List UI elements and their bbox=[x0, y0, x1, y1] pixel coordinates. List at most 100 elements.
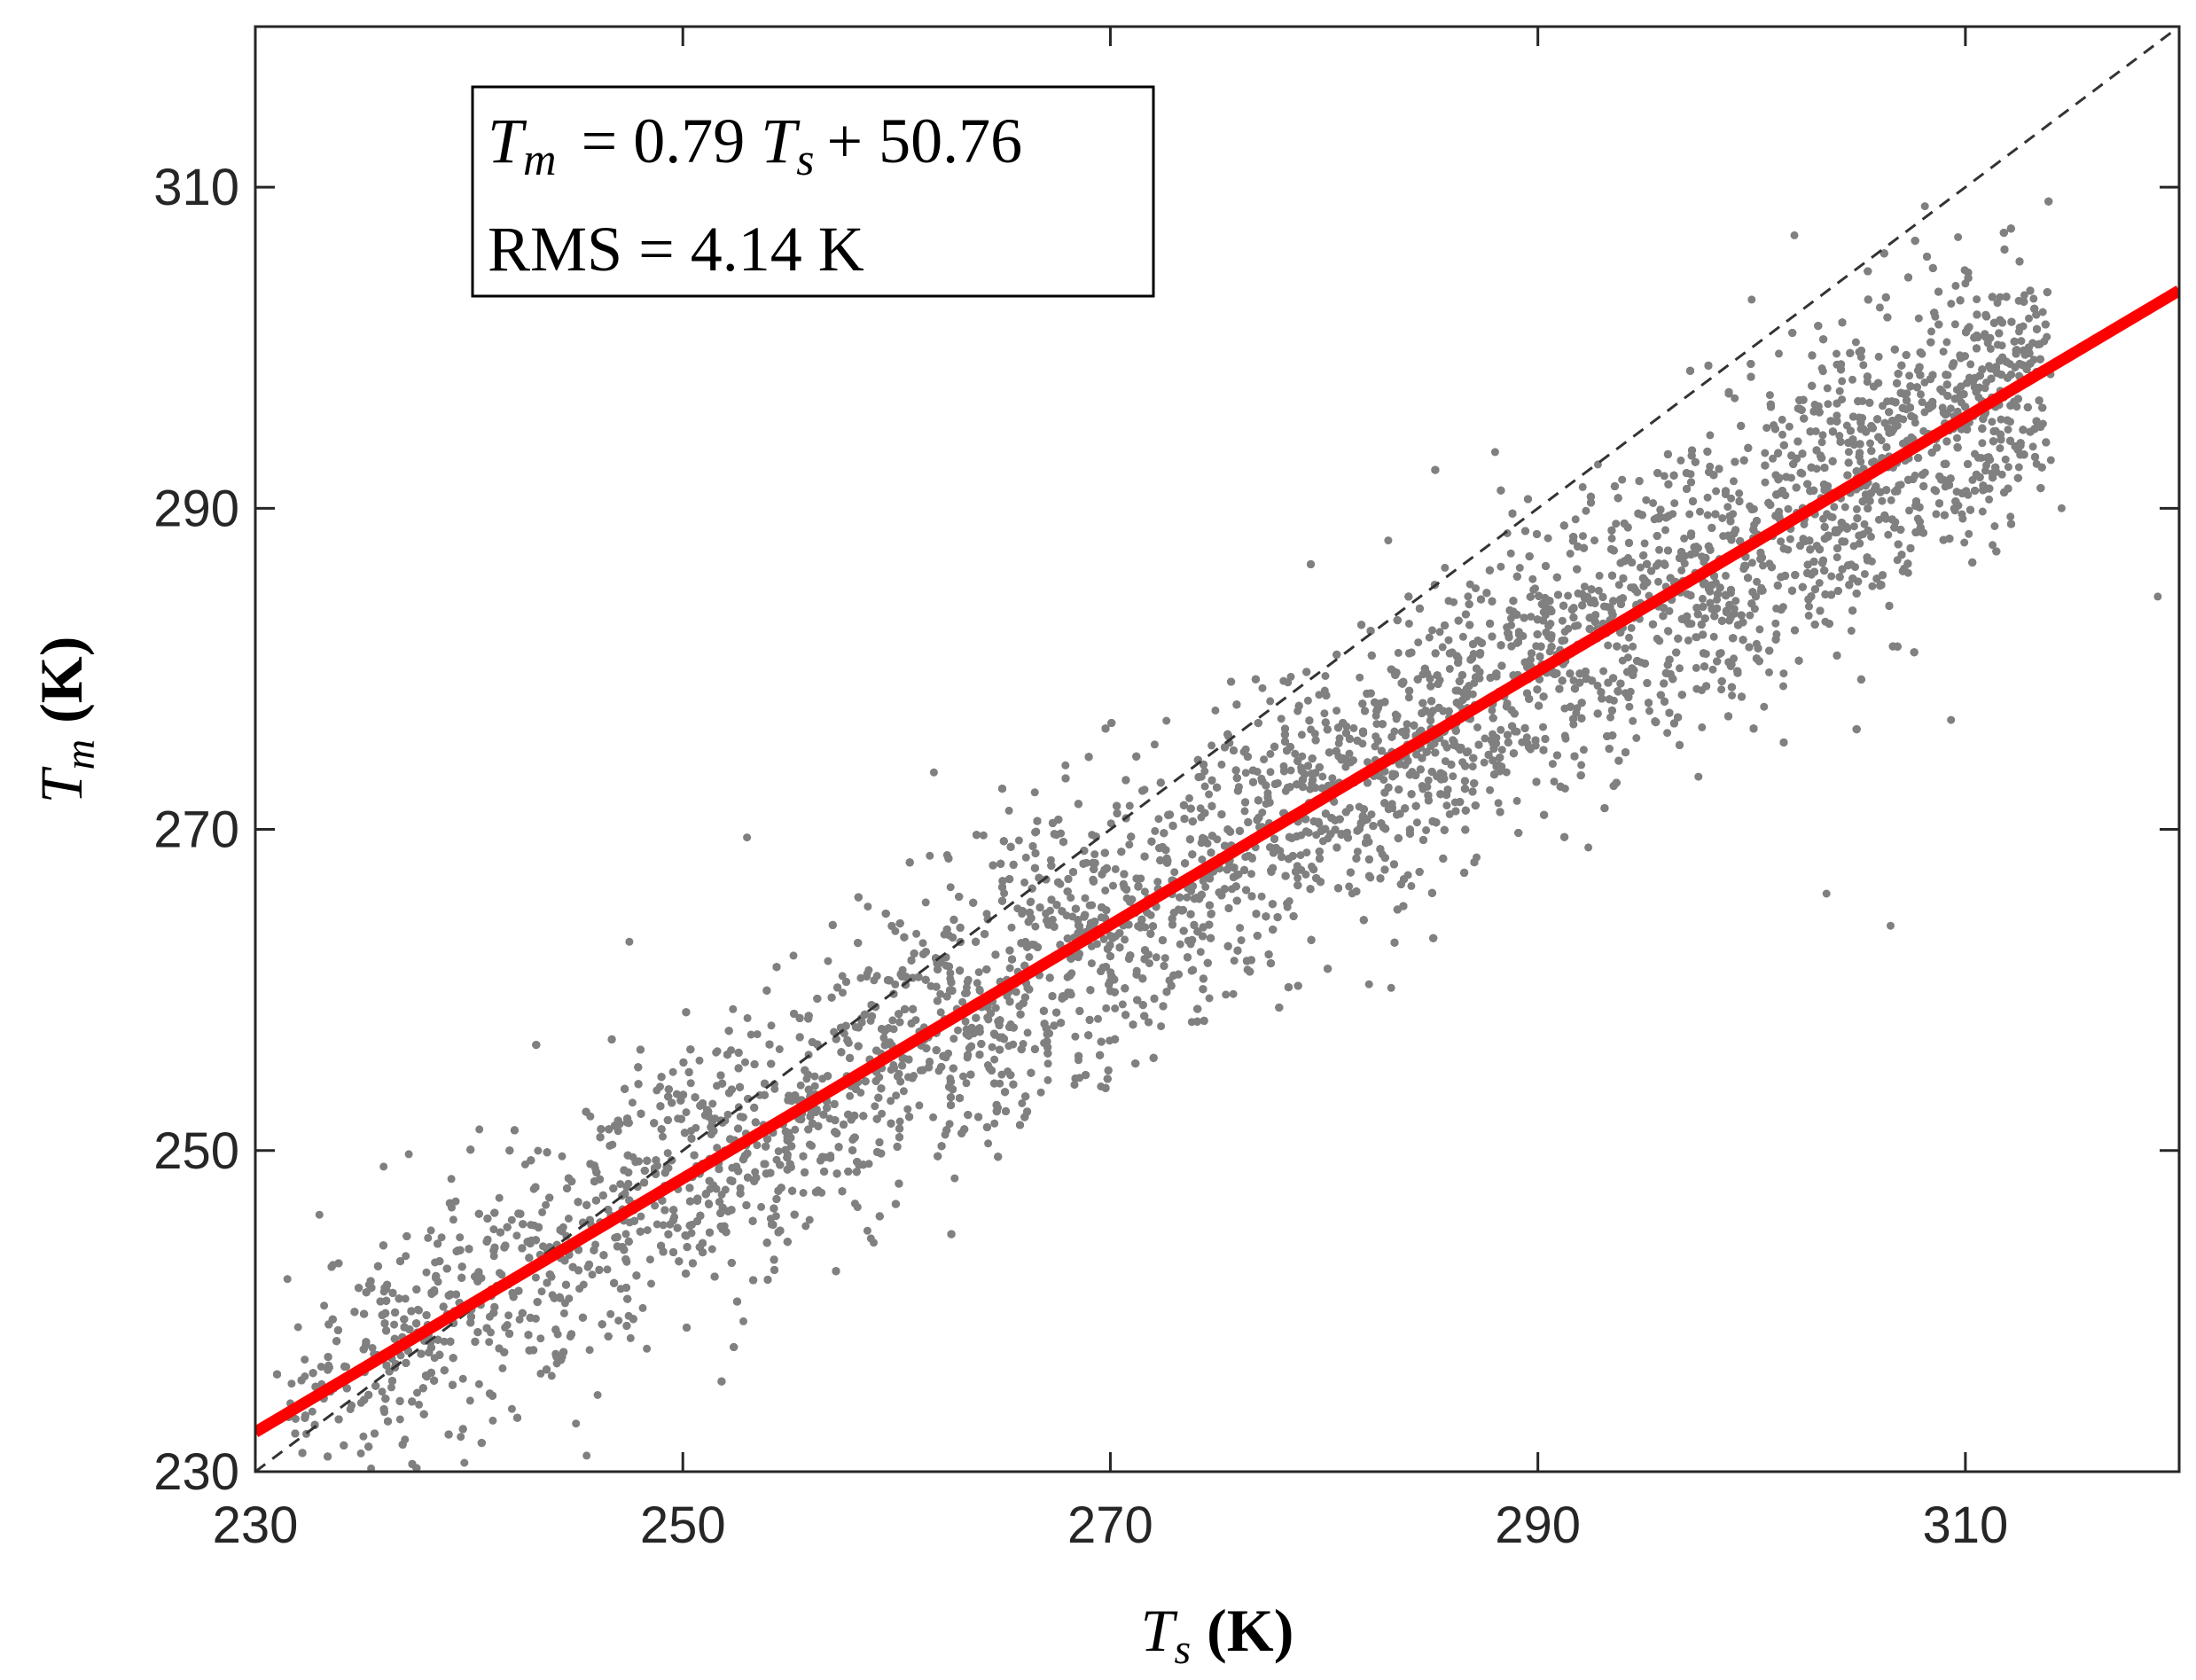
scatter-point bbox=[1315, 691, 1324, 699]
scatter-point bbox=[1986, 345, 1995, 353]
scatter-point bbox=[1027, 897, 1035, 906]
scatter-point bbox=[929, 1113, 938, 1121]
scatter-point bbox=[1833, 553, 1841, 562]
scatter-point bbox=[1503, 623, 1512, 631]
scatter-point bbox=[1125, 801, 1134, 810]
scatter-point bbox=[1101, 887, 1110, 895]
scatter-point bbox=[1200, 767, 1209, 776]
scatter-point bbox=[1835, 387, 1844, 395]
scatter-point bbox=[1718, 514, 1727, 522]
scatter-point bbox=[1692, 633, 1700, 642]
scatter-point bbox=[741, 1058, 749, 1067]
scatter-point bbox=[536, 1334, 545, 1343]
scatter-point bbox=[1612, 520, 1621, 528]
scatter-point bbox=[1779, 669, 1788, 678]
scatter-point bbox=[1699, 594, 1707, 603]
scatter-point bbox=[1497, 725, 1505, 734]
scatter-point bbox=[1997, 415, 2005, 424]
scatter-point bbox=[387, 1383, 395, 1392]
scatter-point bbox=[915, 1101, 924, 1110]
scatter-point bbox=[1777, 537, 1786, 546]
scatter-point bbox=[682, 1108, 691, 1117]
scatter-point bbox=[1328, 774, 1337, 783]
scatter-point bbox=[771, 1212, 780, 1221]
scatter-point bbox=[512, 1231, 521, 1240]
scatter-point bbox=[1866, 439, 1874, 448]
scatter-point bbox=[950, 1035, 958, 1043]
scatter-point bbox=[1951, 281, 1960, 290]
scatter-point bbox=[1007, 923, 1016, 932]
scatter-point bbox=[1579, 746, 1588, 754]
scatter-point bbox=[1824, 400, 1833, 409]
scatter-point bbox=[1677, 566, 1686, 574]
scatter-point bbox=[1664, 627, 1673, 636]
scatter-point bbox=[1692, 663, 1700, 672]
scatter-point bbox=[1438, 643, 1447, 652]
scatter-point bbox=[1414, 638, 1423, 647]
scatter-point bbox=[1335, 734, 1344, 743]
scatter-point bbox=[507, 1215, 516, 1224]
scatter-point bbox=[1874, 515, 1883, 524]
scatter-point bbox=[1884, 530, 1893, 539]
scatter-point bbox=[1990, 522, 1999, 530]
scatter-point bbox=[1920, 202, 1929, 211]
scatter-point bbox=[1087, 959, 1096, 968]
scatter-point bbox=[1154, 815, 1163, 824]
scatter-point bbox=[426, 1226, 435, 1235]
scatter-point bbox=[1930, 486, 1939, 495]
scatter-point bbox=[579, 1280, 588, 1289]
scatter-point bbox=[888, 1016, 897, 1025]
scatter-point bbox=[887, 1097, 895, 1106]
scatter-point bbox=[1712, 487, 1721, 496]
scatter-point bbox=[1778, 430, 1786, 439]
scatter-point bbox=[585, 1346, 594, 1355]
scatter-point bbox=[1090, 850, 1099, 859]
scatter-point bbox=[356, 1449, 365, 1457]
scatter-point bbox=[1036, 1088, 1045, 1097]
scatter-point bbox=[1569, 676, 1578, 685]
scatter-point bbox=[717, 1191, 726, 1199]
scatter-point bbox=[997, 1070, 1006, 1079]
scatter-point bbox=[705, 1200, 714, 1209]
scatter-point bbox=[1203, 839, 1212, 848]
scatter-point bbox=[1198, 856, 1207, 863]
scatter-point bbox=[1747, 559, 1756, 567]
scatter-point bbox=[1805, 602, 1813, 611]
scatter-point bbox=[1307, 725, 1316, 734]
scatter-point bbox=[637, 1212, 645, 1221]
scatter-point bbox=[359, 1432, 368, 1441]
scatter-point bbox=[1070, 1081, 1079, 1090]
scatter-point bbox=[422, 1268, 431, 1277]
scatter-point bbox=[723, 1110, 732, 1119]
scatter-point bbox=[1497, 562, 1505, 571]
scatter-point bbox=[663, 1149, 672, 1158]
scatter-point bbox=[643, 1344, 652, 1353]
scatter-point bbox=[1387, 983, 1395, 992]
scatter-point bbox=[457, 1433, 465, 1442]
scatter-point bbox=[1868, 582, 1877, 590]
scatter-point bbox=[1543, 534, 1552, 543]
scatter-point bbox=[1887, 496, 1895, 504]
scatter-point bbox=[1996, 293, 2005, 301]
scatter-point bbox=[1774, 449, 1783, 457]
scatter-point bbox=[1293, 873, 1302, 882]
scatter-point bbox=[1973, 295, 1981, 304]
scatter-point bbox=[1966, 360, 1975, 369]
scatter-point bbox=[743, 1013, 752, 1022]
scatter-point bbox=[1318, 837, 1327, 846]
scatter-point bbox=[1920, 408, 1929, 417]
scatter-point bbox=[746, 1030, 755, 1039]
scatter-point bbox=[1151, 826, 1160, 835]
scatter-point bbox=[1441, 563, 1450, 572]
scatter-point bbox=[1655, 637, 1664, 645]
scatter-point bbox=[1655, 545, 1663, 554]
scatter-point bbox=[456, 1233, 465, 1242]
scatter-point bbox=[1706, 431, 1715, 440]
scatter-point bbox=[1676, 664, 1684, 673]
scatter-point bbox=[1680, 534, 1689, 543]
scatter-point bbox=[1043, 1059, 1052, 1068]
scatter-point bbox=[1183, 893, 1192, 902]
scatter-point bbox=[936, 1008, 945, 1017]
scatter-point bbox=[1465, 580, 1474, 589]
scatter-point bbox=[895, 1117, 904, 1126]
